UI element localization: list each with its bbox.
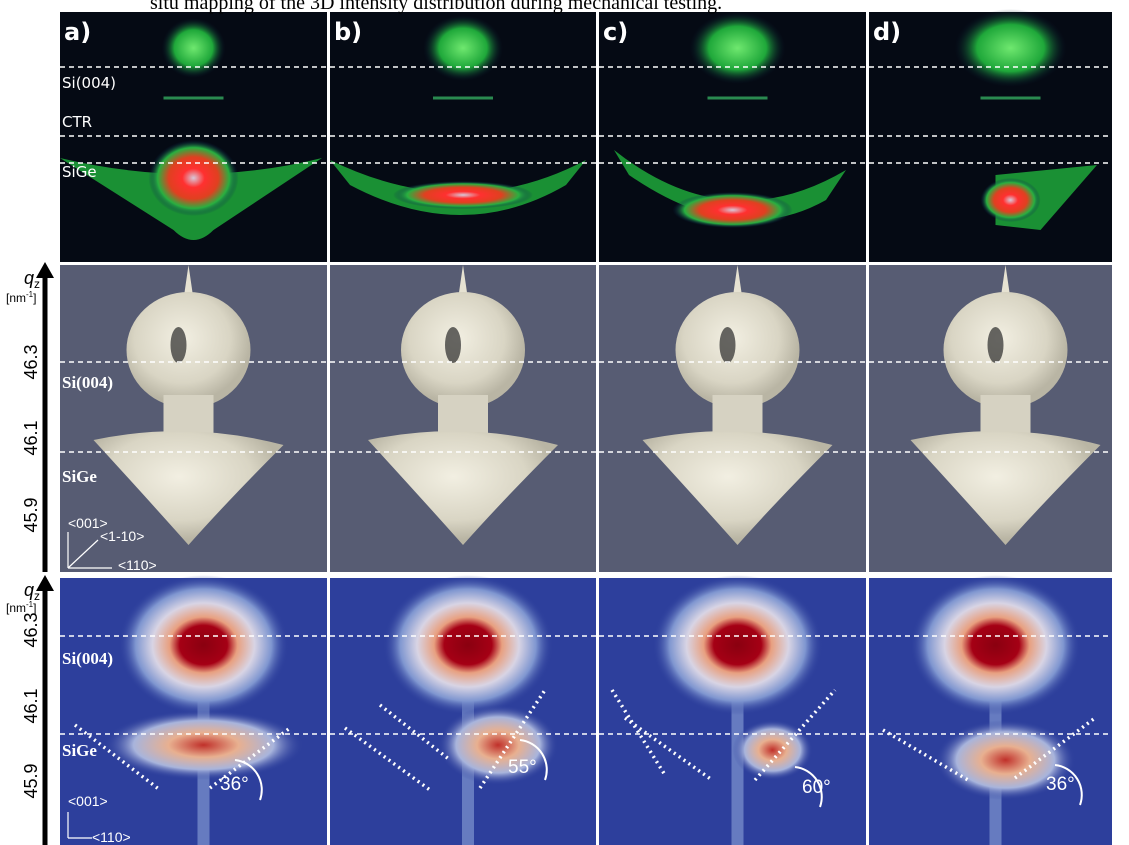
- si-isosurface: [944, 292, 1068, 408]
- si-peak: [162, 18, 226, 78]
- axis-unit: [nm-1]: [6, 290, 36, 305]
- panel-images: [36, 9, 1112, 845]
- tick-label: 45.9: [21, 763, 41, 798]
- hole: [988, 327, 1004, 363]
- panel-label: c): [603, 18, 628, 46]
- sige-core: [981, 178, 1041, 222]
- panel-label: d): [873, 18, 901, 46]
- axis-subscript: z: [34, 277, 40, 291]
- figure: situ mapping of the 3D intensity distrib…: [0, 0, 1129, 845]
- sige-map-peak: [733, 720, 813, 780]
- angle-label: 60°: [802, 777, 831, 798]
- arrow-head: [36, 262, 54, 278]
- unit: [nm: [6, 291, 26, 305]
- si-map-peak: [911, 575, 1081, 715]
- tick-label: 45.9: [21, 497, 41, 532]
- direction-label: <001>: [68, 793, 108, 809]
- si-map-peak: [119, 575, 289, 715]
- si-isosurface: [676, 292, 800, 408]
- tick-label: 46.3: [21, 612, 41, 647]
- peak-label: SiGe: [62, 741, 97, 760]
- hole: [171, 327, 187, 363]
- si-isosurface: [127, 292, 251, 408]
- panel-label: a): [64, 18, 91, 46]
- peak-label: Si(004): [62, 649, 113, 668]
- angle-label: 55°: [508, 757, 537, 778]
- tick-label: 46.1: [21, 420, 41, 455]
- si-isosurface: [401, 292, 525, 408]
- si-peak: [690, 12, 786, 84]
- axis-symbol: q: [24, 268, 34, 288]
- direction-label: <110>: [92, 829, 131, 845]
- angle-label: 36°: [1046, 774, 1075, 795]
- peak-label: CTR: [62, 113, 92, 131]
- si-peak: [955, 9, 1067, 87]
- unit-close: ]: [33, 291, 36, 305]
- caption: situ mapping of the 3D intensity distrib…: [150, 0, 722, 14]
- sige-core: [149, 140, 239, 216]
- direction-label: <110>: [118, 557, 157, 573]
- peak-label: SiGe: [62, 467, 97, 486]
- peak-label: Si(004): [62, 373, 113, 392]
- si-peak: [423, 15, 503, 81]
- peak-label: SiGe: [62, 163, 97, 181]
- sige-core: [393, 181, 533, 209]
- hole: [720, 327, 736, 363]
- direction-label: <1-10>: [100, 528, 144, 544]
- sige-core: [673, 192, 793, 228]
- hole: [445, 327, 461, 363]
- sige-map-peak: [438, 705, 558, 785]
- si-map-peak: [653, 575, 823, 715]
- tick-label: 46.1: [21, 688, 41, 723]
- axis-symbol: q: [24, 580, 34, 600]
- si-map-peak: [383, 575, 553, 715]
- angle-label: 36°: [220, 774, 249, 795]
- panel-label: b): [334, 18, 362, 46]
- peak-label: Si(004): [62, 74, 116, 92]
- tick-label: 46.3: [21, 344, 41, 379]
- axis-label: qz: [24, 268, 40, 291]
